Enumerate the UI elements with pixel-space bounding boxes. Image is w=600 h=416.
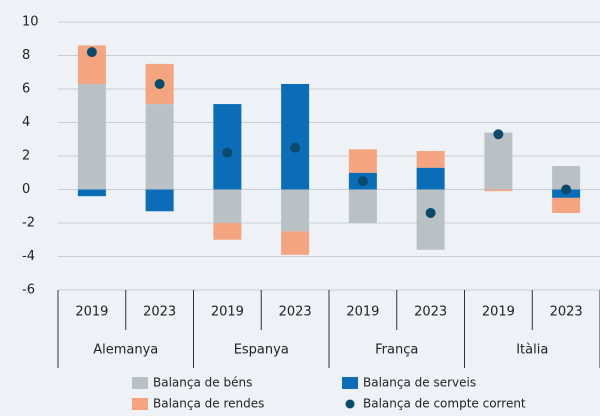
bar-segment	[145, 104, 174, 190]
y-tick-label: 2	[22, 149, 30, 164]
y-tick-label: 10	[22, 15, 39, 30]
bar-segment	[552, 166, 581, 190]
bar-segment	[213, 104, 242, 190]
x-tick-label: 2023	[279, 305, 312, 320]
x-tick-label: 2023	[550, 305, 583, 320]
bar-segment	[348, 189, 377, 223]
bar-segment	[77, 189, 106, 197]
y-tick-label: -4	[22, 249, 35, 264]
group-label: Espanya	[234, 343, 289, 358]
bar-segment	[416, 167, 445, 190]
bar-segment	[416, 150, 445, 168]
dot	[493, 129, 504, 140]
dot	[357, 176, 368, 187]
dot	[154, 78, 165, 89]
legend-label: Balança de rendes	[153, 397, 264, 411]
x-tick-label: 2019	[211, 305, 244, 320]
legend-swatch	[132, 377, 148, 389]
x-tick-label: 2019	[482, 305, 515, 320]
y-tick-label: 4	[22, 115, 30, 130]
x-tick-label: 2023	[143, 305, 176, 320]
dot	[290, 142, 301, 153]
y-tick-label: 6	[22, 82, 30, 97]
y-tick-label: 0	[22, 182, 30, 197]
bar-segment	[484, 132, 513, 190]
legend-label: Balança de serveis	[363, 376, 476, 390]
legend-swatch	[132, 398, 148, 410]
bar-segment	[416, 189, 445, 250]
legend-swatch	[342, 377, 358, 389]
bar-segment	[145, 189, 174, 212]
group-label: França	[375, 343, 418, 358]
bar-segment	[484, 189, 513, 192]
bar-segment	[281, 83, 310, 190]
legend-dot	[345, 399, 355, 409]
dot	[86, 47, 97, 58]
dot	[222, 147, 233, 158]
dot	[561, 184, 572, 195]
bar-segment	[77, 83, 106, 190]
group-label: Alemanya	[93, 343, 158, 358]
x-tick-label: 2019	[346, 305, 379, 320]
x-tick-label: 2023	[414, 305, 447, 320]
y-tick-label: -2	[22, 216, 35, 231]
bar-segment	[552, 197, 581, 213]
y-tick-label: 8	[22, 48, 30, 63]
group-label: Itàlia	[516, 343, 548, 358]
bar-segment	[281, 189, 310, 232]
bar-segment	[348, 149, 377, 173]
dot	[425, 207, 436, 218]
legend-label: Balança de béns	[153, 376, 252, 390]
bar-segment	[213, 223, 242, 240]
bar-segment	[213, 189, 242, 223]
bar-segment	[281, 231, 310, 255]
x-tick-label: 2019	[75, 305, 108, 320]
y-tick-label: -6	[22, 283, 35, 298]
legend-label: Balança de compte corrent	[363, 397, 526, 411]
